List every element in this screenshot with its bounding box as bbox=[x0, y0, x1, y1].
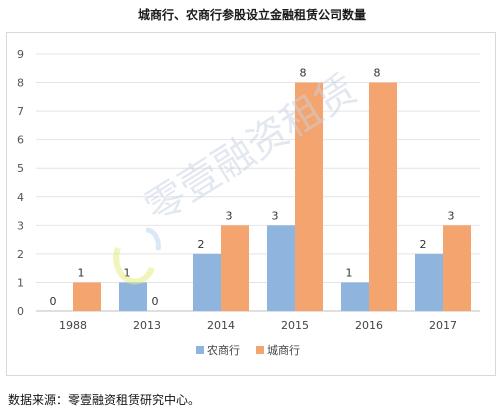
chart-title: 城商行、农商行参股设立金融租赁公司数量 bbox=[137, 8, 366, 22]
bar-rural bbox=[119, 282, 147, 311]
y-axis-ticks: 0 1 2 3 4 5 6 7 8 9 bbox=[17, 48, 24, 318]
x-tick-label: 2015 bbox=[281, 319, 309, 332]
legend-swatch bbox=[196, 346, 204, 354]
plot-frame bbox=[6, 32, 496, 376]
y-tick-label: 8 bbox=[17, 77, 24, 90]
legend-label: 农商行 bbox=[207, 343, 240, 357]
data-label: 1 bbox=[346, 266, 353, 279]
bars bbox=[73, 82, 471, 311]
data-label: 8 bbox=[374, 67, 381, 80]
data-label: 2 bbox=[420, 238, 427, 251]
x-tick-label: 2017 bbox=[429, 319, 457, 332]
x-tick-label: 1988 bbox=[59, 319, 87, 332]
y-tick-label: 1 bbox=[17, 276, 24, 289]
y-tick-label: 3 bbox=[17, 219, 24, 232]
bar-city bbox=[295, 82, 323, 311]
x-tick-label: 2016 bbox=[355, 319, 383, 332]
watermark-logo-arc bbox=[113, 246, 155, 285]
y-tick-label: 5 bbox=[17, 162, 24, 175]
data-label: 0 bbox=[50, 295, 57, 308]
legend-label: 城商行 bbox=[267, 343, 300, 357]
legend-swatch bbox=[256, 346, 264, 354]
legend: 农商行 城商行 bbox=[196, 343, 300, 357]
bar-rural bbox=[415, 253, 443, 311]
data-label: 8 bbox=[300, 67, 307, 80]
y-tick-label: 9 bbox=[17, 48, 24, 61]
source-note: 数据来源：零壹融资租赁研究中心。 bbox=[8, 393, 201, 407]
data-label: 0 bbox=[152, 295, 159, 308]
y-tick-label: 7 bbox=[17, 105, 24, 118]
data-label: 1 bbox=[78, 266, 85, 279]
data-label: 3 bbox=[226, 209, 233, 222]
bar-city bbox=[443, 225, 471, 311]
y-tick-label: 0 bbox=[17, 305, 24, 318]
bar-city bbox=[73, 282, 101, 311]
bar-city bbox=[369, 82, 397, 311]
bar-city bbox=[221, 225, 249, 311]
data-label: 2 bbox=[198, 238, 205, 251]
y-tick-label: 4 bbox=[17, 191, 24, 204]
watermark-logo-arc-blue bbox=[145, 227, 161, 251]
y-tick-label: 6 bbox=[17, 134, 24, 147]
watermark-text: 零壹融资租赁 bbox=[137, 66, 365, 232]
x-tick-label: 2014 bbox=[207, 319, 235, 332]
x-axis-ticks: 1988 2013 2014 2015 2016 2017 bbox=[59, 319, 457, 332]
bar-rural bbox=[267, 225, 295, 311]
data-label: 1 bbox=[124, 266, 131, 279]
y-tick-label: 2 bbox=[17, 248, 24, 261]
bar-rural bbox=[341, 282, 369, 311]
bar-rural bbox=[193, 253, 221, 311]
gridlines bbox=[36, 53, 480, 312]
data-label: 3 bbox=[448, 209, 455, 222]
data-label: 3 bbox=[272, 209, 279, 222]
x-tick-label: 2013 bbox=[133, 319, 161, 332]
data-labels: 0 1 1 0 2 3 3 8 1 8 2 3 bbox=[50, 67, 455, 308]
